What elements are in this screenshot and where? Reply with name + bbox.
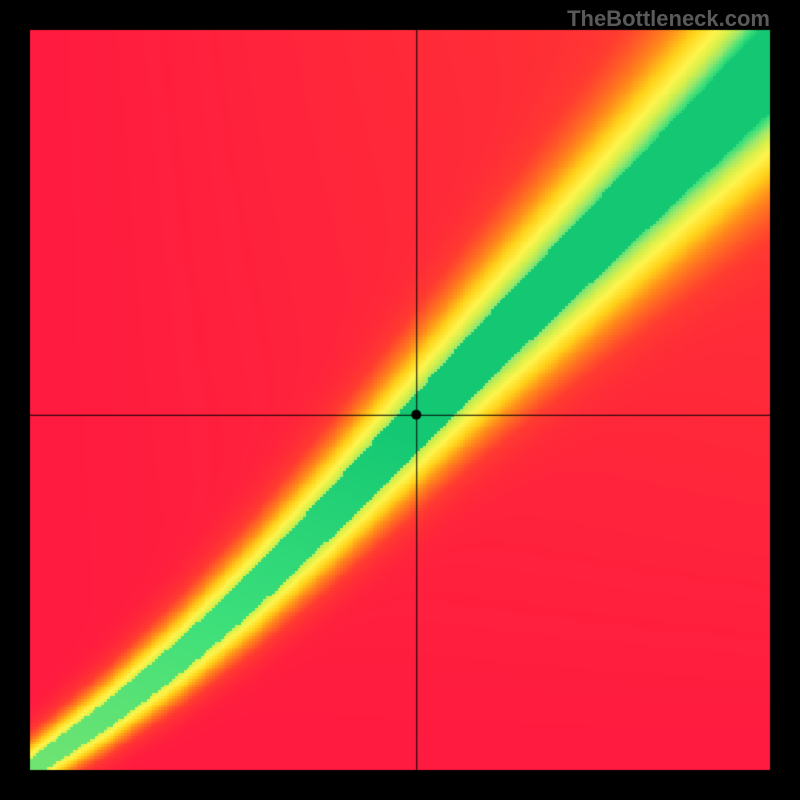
- watermark-text: TheBottleneck.com: [567, 6, 770, 32]
- chart-container: TheBottleneck.com: [0, 0, 800, 800]
- bottleneck-heatmap: [0, 0, 800, 800]
